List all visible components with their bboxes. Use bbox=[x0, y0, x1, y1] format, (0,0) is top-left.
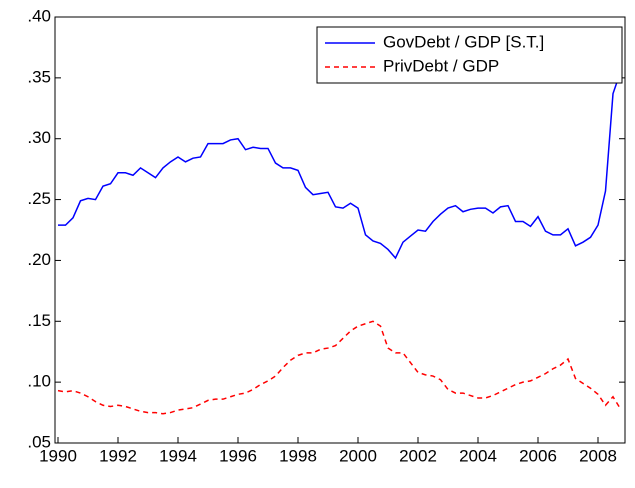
y-tick-label: .35 bbox=[27, 67, 51, 86]
y-tick-label: .30 bbox=[27, 128, 51, 147]
y-tick-label: .25 bbox=[27, 189, 51, 208]
x-tick-label: 1998 bbox=[279, 446, 317, 465]
x-tick-label: 2006 bbox=[519, 446, 557, 465]
legend-box bbox=[316, 26, 623, 84]
x-tick-label: 2004 bbox=[459, 446, 497, 465]
legend-label: GovDebt / GDP [S.T.] bbox=[383, 32, 544, 51]
x-tick-label: 1996 bbox=[219, 446, 257, 465]
x-tick-label: 1994 bbox=[159, 446, 197, 465]
x-tick-label: 2008 bbox=[579, 446, 617, 465]
y-tick-label: .05 bbox=[27, 432, 51, 451]
x-tick-label: 1990 bbox=[39, 446, 77, 465]
y-tick-label: .10 bbox=[27, 372, 51, 391]
x-tick-label: 2000 bbox=[339, 446, 377, 465]
y-tick-label: .15 bbox=[27, 311, 51, 330]
x-tick-label: 2002 bbox=[399, 446, 437, 465]
y-tick-label: .40 bbox=[27, 6, 51, 25]
legend-label: PrivDebt / GDP bbox=[383, 56, 499, 75]
plot-frame bbox=[54, 16, 626, 444]
x-tick-label: 1992 bbox=[99, 446, 137, 465]
series-line bbox=[57, 320, 622, 415]
y-tick-label: .20 bbox=[27, 250, 51, 269]
series-line bbox=[58, 71, 622, 260]
